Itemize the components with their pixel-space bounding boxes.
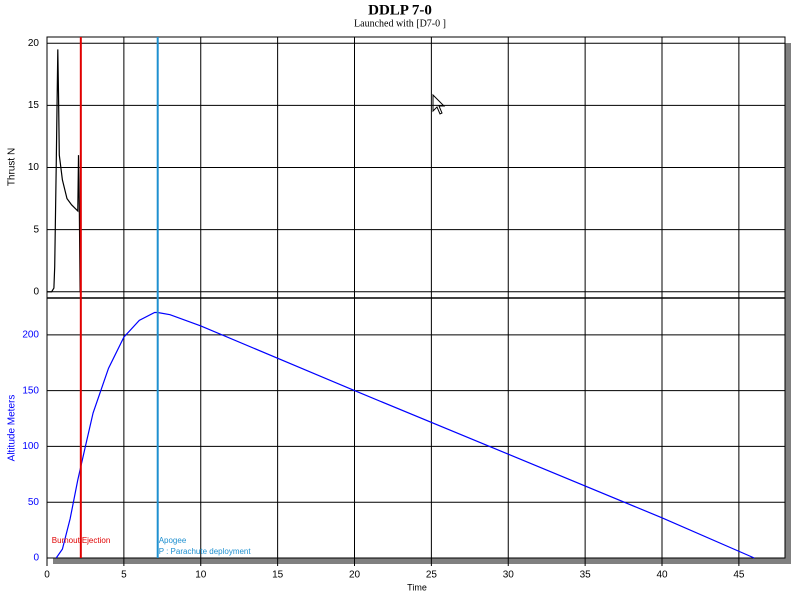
y-tick-label: 20 (28, 38, 40, 49)
y-tick-label: 15 (28, 100, 40, 111)
event-label: P : Parachute deployment (159, 547, 252, 556)
x-tick-label: 45 (733, 570, 745, 581)
x-tick-label: 35 (580, 570, 592, 581)
event-label: Ejection (82, 536, 110, 545)
x-tick-label: 10 (195, 570, 207, 581)
chart-subtitle: Launched with [D7-0 ] (354, 18, 446, 29)
event-label: Apogee (159, 536, 187, 545)
x-tick-label: 30 (503, 570, 515, 581)
x-tick-label: 15 (272, 570, 284, 581)
data-line (55, 311, 755, 559)
y-axis-label: Thrust N (7, 148, 18, 186)
y-tick-label: 5 (33, 224, 39, 235)
y-tick-label: 0 (33, 553, 39, 564)
y-tick-label: 100 (22, 441, 39, 452)
y-tick-label: 0 (33, 286, 39, 297)
event-label: Burnout (52, 536, 81, 545)
y-axis-label: Altitude Meters (7, 395, 18, 462)
x-tick-label: 40 (656, 570, 668, 581)
chart-title: DDLP 7-0 (368, 2, 432, 18)
mouse-cursor (432, 93, 446, 115)
y-tick-label: 200 (22, 329, 39, 340)
y-tick-label: 50 (28, 497, 40, 508)
x-tick-label: 25 (426, 570, 438, 581)
y-tick-label: 150 (22, 385, 39, 396)
x-tick-label: 20 (349, 570, 361, 581)
x-tick-label: 0 (44, 570, 50, 581)
y-tick-label: 10 (28, 162, 40, 173)
x-axis-label: Time (407, 582, 427, 592)
x-tick-label: 5 (121, 570, 127, 581)
data-line (47, 49, 81, 293)
